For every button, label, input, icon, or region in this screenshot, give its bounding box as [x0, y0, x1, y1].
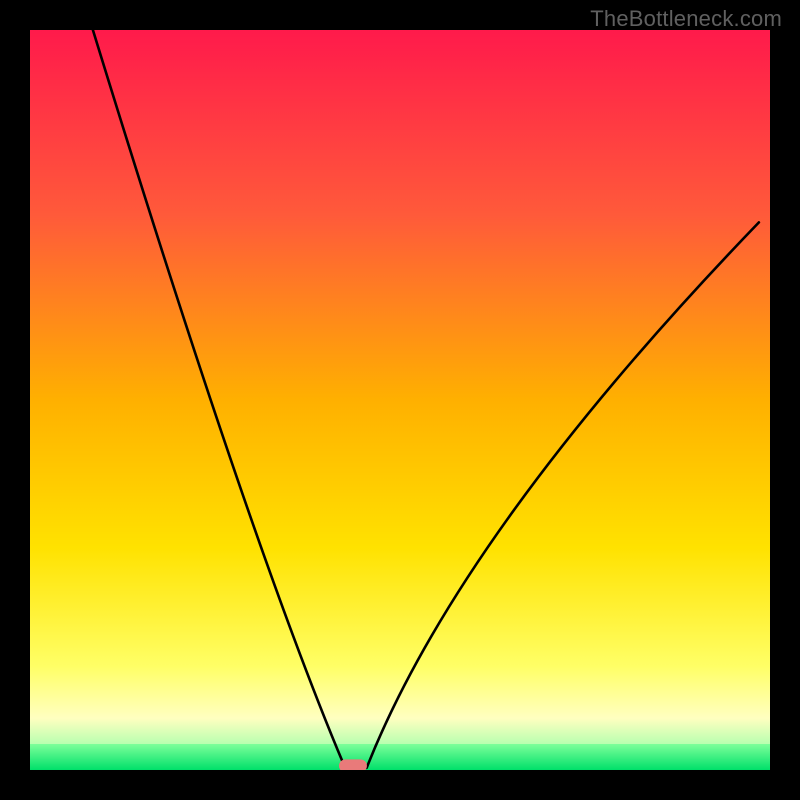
curve-path [93, 30, 759, 768]
chart-container: { "watermark": { "text": "TheBottleneck.… [0, 0, 800, 800]
bottleneck-curve [30, 30, 770, 770]
watermark-text: TheBottleneck.com [590, 6, 782, 32]
optimal-point-marker [339, 759, 367, 770]
plot-area [30, 30, 770, 770]
